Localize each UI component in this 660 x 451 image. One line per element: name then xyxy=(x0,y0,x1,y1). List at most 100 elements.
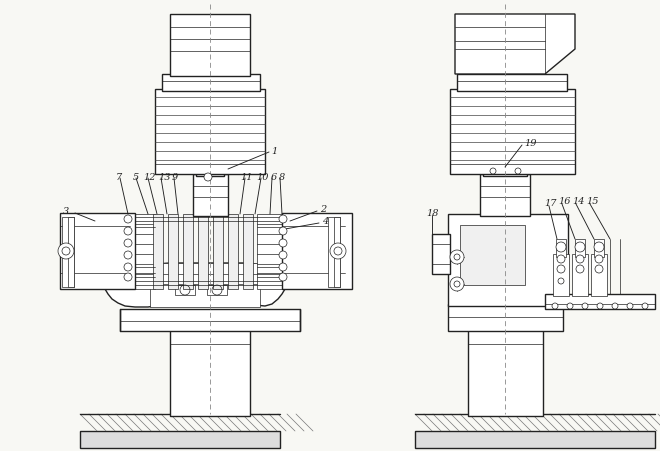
Circle shape xyxy=(450,250,464,264)
Circle shape xyxy=(515,169,521,175)
Bar xyxy=(162,75,260,92)
Bar xyxy=(448,304,563,331)
Text: 15: 15 xyxy=(586,197,599,206)
Circle shape xyxy=(575,243,585,253)
Bar xyxy=(282,213,352,290)
Text: 14: 14 xyxy=(572,197,585,206)
Circle shape xyxy=(490,169,496,175)
Bar xyxy=(483,168,527,177)
Bar xyxy=(155,90,265,175)
Bar xyxy=(168,215,178,290)
Circle shape xyxy=(124,227,132,235)
Bar xyxy=(243,215,253,290)
Circle shape xyxy=(558,278,564,285)
Text: 4: 4 xyxy=(322,217,328,226)
Circle shape xyxy=(330,244,346,259)
Bar xyxy=(170,329,250,416)
Circle shape xyxy=(279,263,287,272)
Bar xyxy=(553,254,569,296)
Bar xyxy=(480,175,530,216)
Bar xyxy=(575,239,585,258)
Text: 19: 19 xyxy=(524,138,537,147)
Circle shape xyxy=(576,255,584,263)
Text: 6: 6 xyxy=(271,172,277,181)
Bar xyxy=(334,217,340,287)
Bar xyxy=(80,431,280,448)
Bar xyxy=(60,213,135,290)
Circle shape xyxy=(279,239,287,248)
Text: 5: 5 xyxy=(133,172,139,181)
Bar xyxy=(594,239,604,258)
Circle shape xyxy=(450,277,464,291)
Circle shape xyxy=(124,239,132,248)
Circle shape xyxy=(124,216,132,224)
Bar xyxy=(183,215,193,290)
Circle shape xyxy=(552,304,558,309)
Text: 8: 8 xyxy=(279,172,285,181)
Circle shape xyxy=(582,304,588,309)
Circle shape xyxy=(627,304,633,309)
Bar xyxy=(545,295,655,309)
Circle shape xyxy=(279,227,287,235)
Text: 11: 11 xyxy=(240,172,253,181)
Circle shape xyxy=(279,252,287,259)
Bar xyxy=(572,254,588,296)
Bar xyxy=(130,215,155,290)
Circle shape xyxy=(576,265,584,273)
Circle shape xyxy=(58,244,74,259)
Bar xyxy=(170,15,250,77)
Circle shape xyxy=(595,265,603,273)
Text: 17: 17 xyxy=(544,199,556,208)
Bar xyxy=(153,215,163,290)
Bar xyxy=(328,217,340,287)
Polygon shape xyxy=(105,263,290,307)
Circle shape xyxy=(594,243,604,253)
Bar xyxy=(448,215,568,306)
Bar xyxy=(213,215,223,290)
Bar xyxy=(193,175,228,216)
Bar xyxy=(198,215,208,290)
Bar xyxy=(120,309,300,331)
Circle shape xyxy=(124,263,132,272)
Bar xyxy=(415,431,655,448)
Text: 12: 12 xyxy=(143,172,156,181)
Bar xyxy=(62,217,74,287)
Bar xyxy=(468,329,543,416)
Text: 9: 9 xyxy=(172,172,178,181)
Bar xyxy=(460,226,525,285)
Text: 18: 18 xyxy=(426,209,438,218)
Circle shape xyxy=(454,281,460,287)
Bar xyxy=(450,90,575,175)
Circle shape xyxy=(62,248,70,255)
Polygon shape xyxy=(455,15,575,75)
Text: 7: 7 xyxy=(116,172,122,181)
Circle shape xyxy=(279,273,287,281)
Bar xyxy=(196,168,224,177)
Circle shape xyxy=(642,304,648,309)
Circle shape xyxy=(567,304,573,309)
Bar xyxy=(175,285,195,295)
Text: 16: 16 xyxy=(558,197,570,206)
Bar xyxy=(457,75,567,92)
Text: 1: 1 xyxy=(271,146,277,155)
Circle shape xyxy=(334,248,342,255)
Circle shape xyxy=(124,273,132,281)
Circle shape xyxy=(557,255,565,263)
Bar xyxy=(68,217,74,287)
Circle shape xyxy=(595,255,603,263)
Circle shape xyxy=(556,243,566,253)
Bar xyxy=(150,263,260,307)
Bar xyxy=(257,215,282,290)
Bar xyxy=(556,239,566,258)
Circle shape xyxy=(454,254,460,260)
Circle shape xyxy=(204,174,212,182)
Circle shape xyxy=(124,252,132,259)
Circle shape xyxy=(279,216,287,224)
Bar xyxy=(228,215,238,290)
Bar xyxy=(591,254,607,296)
Text: 2: 2 xyxy=(320,205,326,214)
Text: 13: 13 xyxy=(158,172,170,181)
Text: 3: 3 xyxy=(63,207,69,216)
Circle shape xyxy=(612,304,618,309)
Bar xyxy=(207,285,227,295)
